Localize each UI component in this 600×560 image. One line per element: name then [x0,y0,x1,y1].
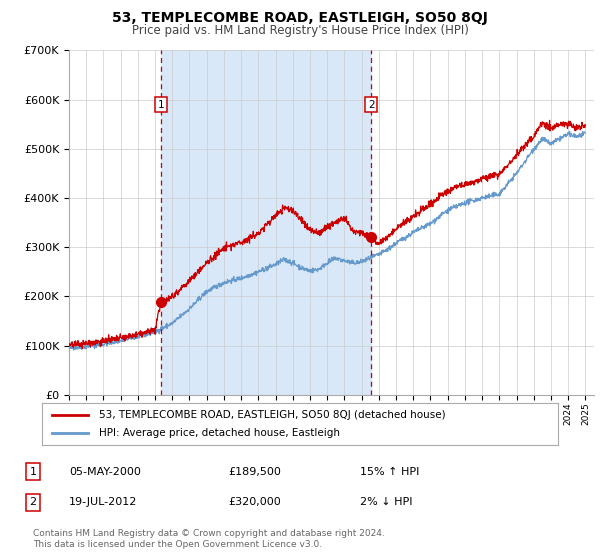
Text: 1: 1 [158,100,164,110]
Text: 2: 2 [29,497,37,507]
Text: 15% ↑ HPI: 15% ↑ HPI [360,466,419,477]
Text: 1: 1 [29,466,37,477]
Text: Contains HM Land Registry data © Crown copyright and database right 2024.
This d: Contains HM Land Registry data © Crown c… [33,529,385,549]
Text: 05-MAY-2000: 05-MAY-2000 [69,466,141,477]
Text: £320,000: £320,000 [228,497,281,507]
Text: 53, TEMPLECOMBE ROAD, EASTLEIGH, SO50 8QJ (detached house): 53, TEMPLECOMBE ROAD, EASTLEIGH, SO50 8Q… [99,410,445,420]
Text: Price paid vs. HM Land Registry's House Price Index (HPI): Price paid vs. HM Land Registry's House … [131,24,469,36]
Bar [161,50,371,395]
Text: £189,500: £189,500 [228,466,281,477]
Text: HPI: Average price, detached house, Eastleigh: HPI: Average price, detached house, East… [99,428,340,438]
Text: 2: 2 [368,100,374,110]
Text: 19-JUL-2012: 19-JUL-2012 [69,497,137,507]
Text: 2% ↓ HPI: 2% ↓ HPI [360,497,413,507]
Text: 53, TEMPLECOMBE ROAD, EASTLEIGH, SO50 8QJ: 53, TEMPLECOMBE ROAD, EASTLEIGH, SO50 8Q… [112,11,488,25]
